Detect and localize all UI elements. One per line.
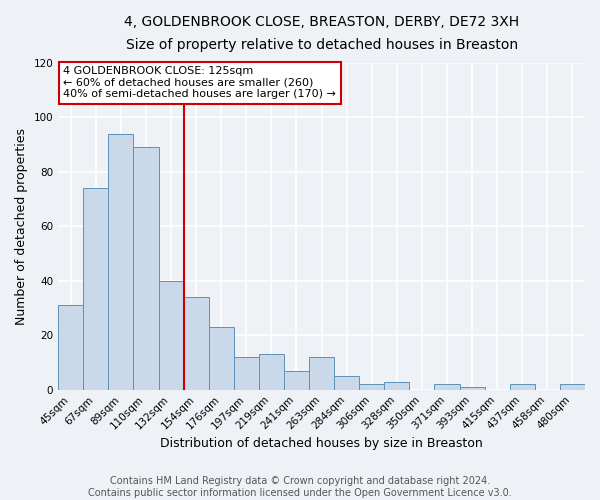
Bar (560, 384, 585, 390)
Bar (109, 134, 133, 390)
Bar (460, 387, 485, 390)
Bar (209, 327, 234, 390)
Bar (58, 305, 83, 390)
Bar (309, 357, 334, 390)
Bar (259, 354, 284, 390)
Bar (434, 384, 460, 390)
Bar (359, 384, 385, 390)
Title: 4, GOLDENBROOK CLOSE, BREASTON, DERBY, DE72 3XH
Size of property relative to det: 4, GOLDENBROOK CLOSE, BREASTON, DERBY, D… (124, 15, 519, 52)
Bar (234, 357, 259, 390)
Bar (385, 382, 409, 390)
Bar (133, 147, 158, 390)
Bar (158, 280, 184, 390)
Bar (184, 297, 209, 390)
Text: Contains HM Land Registry data © Crown copyright and database right 2024.
Contai: Contains HM Land Registry data © Crown c… (88, 476, 512, 498)
Bar (334, 376, 359, 390)
Bar (284, 370, 309, 390)
Text: 4 GOLDENBROOK CLOSE: 125sqm
← 60% of detached houses are smaller (260)
40% of se: 4 GOLDENBROOK CLOSE: 125sqm ← 60% of det… (64, 66, 337, 99)
Bar (83, 188, 109, 390)
X-axis label: Distribution of detached houses by size in Breaston: Distribution of detached houses by size … (160, 437, 483, 450)
Bar (510, 384, 535, 390)
Y-axis label: Number of detached properties: Number of detached properties (15, 128, 28, 324)
